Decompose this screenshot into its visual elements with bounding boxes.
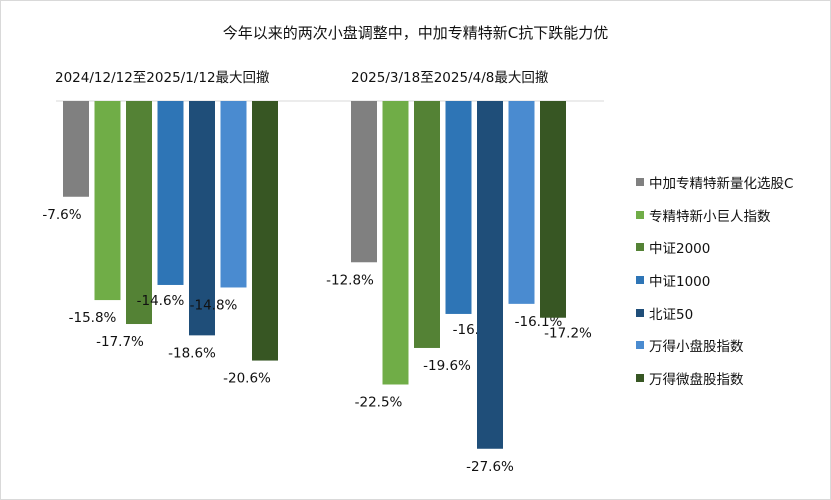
legend-swatch: [636, 243, 644, 252]
chart-title: 今年以来的两次小盘调整中，中加专精特新C抗下跌能力优: [222, 24, 609, 42]
bar-2-5: [477, 101, 503, 449]
data-label-2-1: -12.8%: [326, 272, 374, 288]
legend-label: 中证2000: [649, 241, 711, 258]
legend-item-3: 中证2000: [636, 231, 793, 264]
legend-item-6: 万得小盘股指数: [636, 329, 793, 362]
bar-1-4: [157, 101, 184, 285]
legend-label: 中证1000: [649, 274, 711, 291]
legend-swatch: [636, 210, 644, 219]
bar-2-2: [382, 101, 409, 385]
data-label-1-3: -17.7%: [96, 334, 144, 350]
legend-label: 万得小盘股指数: [649, 339, 744, 356]
data-label-2-7: -17.2%: [544, 326, 592, 342]
data-label-1-1: -7.6%: [42, 207, 81, 223]
bar-2-1: [351, 101, 377, 263]
data-label-2-6: -16.1%: [515, 314, 563, 330]
data-label-1-4: -14.6%: [137, 293, 185, 309]
bar-2-4: [445, 101, 472, 314]
bar-1-6: [220, 101, 247, 288]
legend-item-1: 中加专精特新量化选股C: [636, 166, 793, 199]
legend-label: 北证50: [649, 306, 694, 323]
legend-swatch: [636, 373, 644, 382]
legend-swatch: [636, 276, 644, 285]
bar-2-3: [414, 101, 440, 348]
bar-1-3: [126, 101, 152, 325]
bar-1-5: [189, 101, 215, 336]
data-label-1-7: -20.6%: [223, 371, 271, 387]
legend-swatch: [636, 341, 644, 350]
bar-1-7: [252, 101, 278, 361]
data-label-2-3: -19.6%: [423, 358, 471, 374]
bar-2-6: [508, 101, 535, 304]
bar-1-1: [63, 101, 89, 197]
data-label-1-5: -18.6%: [168, 345, 216, 361]
legend-swatch: [636, 308, 644, 317]
legend-label: 中加专精特新量化选股C: [649, 176, 794, 193]
legend-item-2: 专精特新小巨人指数: [636, 199, 793, 232]
legend-label: 万得微盘股指数: [649, 371, 744, 388]
bar-1-2: [94, 101, 121, 301]
legend: 中加专精特新量化选股C 专精特新小巨人指数 中证2000 中证1000 北证50 万得小盘…: [636, 166, 793, 394]
bar-2-7: [540, 101, 566, 318]
data-label-2-5: -27.6%: [466, 459, 514, 475]
group-title-2: 2025/3/18至2025/4/8最大回撤: [351, 70, 549, 86]
legend-item-7: 万得微盘股指数: [636, 362, 793, 395]
data-label-1-6: -14.8%: [190, 297, 238, 313]
legend-swatch: [636, 178, 644, 187]
group-title-1: 2024/12/12至2025/1/12最大回撤: [55, 70, 270, 86]
data-label-1-2: -15.8%: [69, 310, 117, 326]
legend-label: 专精特新小巨人指数: [649, 208, 771, 225]
legend-item-5: 北证50: [636, 296, 793, 329]
legend-item-4: 中证1000: [636, 264, 793, 297]
data-label-2-2: -22.5%: [355, 395, 403, 411]
